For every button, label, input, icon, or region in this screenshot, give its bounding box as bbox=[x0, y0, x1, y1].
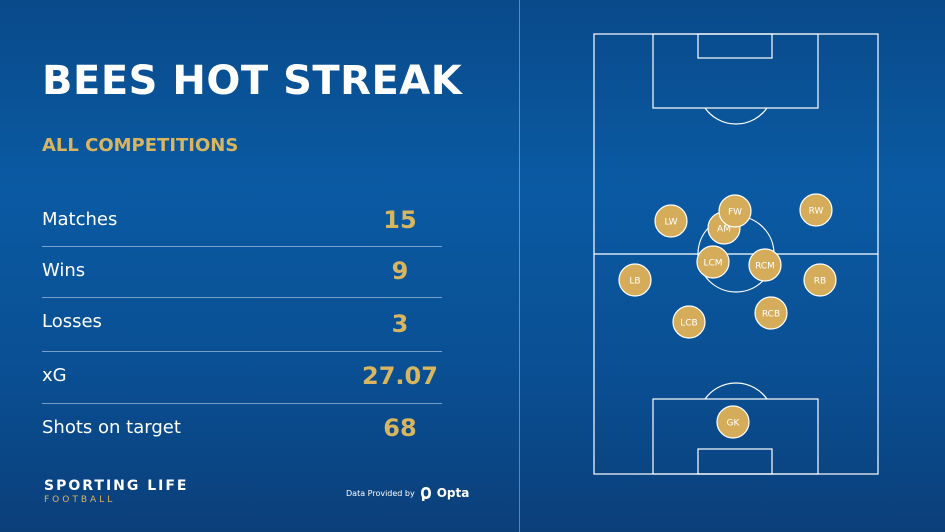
stat-label: Shots on target bbox=[42, 417, 181, 438]
stat-value: 3 bbox=[391, 310, 409, 338]
stat-label: Matches bbox=[42, 209, 118, 230]
page-title: BEES HOT STREAK bbox=[42, 58, 463, 104]
stat-row-matches: Matches 15 bbox=[42, 196, 442, 247]
player-position-label: RCB bbox=[762, 310, 780, 320]
player-marker-gk: GK bbox=[716, 405, 750, 439]
player-position-label: LW bbox=[664, 218, 677, 228]
player-marker-circle bbox=[754, 296, 788, 330]
player-marker-rcb: RCB bbox=[754, 296, 788, 330]
stat-value: 9 bbox=[391, 257, 409, 285]
player-marker-circle bbox=[696, 245, 730, 279]
data-provider: Data Provided by Opta bbox=[346, 485, 469, 501]
player-marker-rw: RW bbox=[799, 193, 833, 227]
stat-row-wins: Wins 9 bbox=[42, 247, 442, 298]
player-position-label: RW bbox=[809, 207, 824, 217]
stat-value: 15 bbox=[383, 206, 417, 234]
player-marker-rb: RB bbox=[803, 263, 837, 297]
player-marker-circle bbox=[748, 248, 782, 282]
player-marker-circle bbox=[716, 405, 750, 439]
player-position-label: FW bbox=[728, 208, 742, 218]
player-position-label: LCB bbox=[680, 319, 697, 329]
page-subtitle: ALL COMPETITIONS bbox=[42, 135, 239, 156]
player-marker-lw: LW bbox=[654, 204, 688, 238]
stat-row-xg: xG 27.07 bbox=[42, 352, 442, 404]
stat-value: 27.07 bbox=[362, 362, 438, 390]
player-marker-circle bbox=[799, 193, 833, 227]
player-marker-fw: FW bbox=[718, 194, 752, 228]
stat-value: 68 bbox=[383, 414, 417, 442]
player-position-label: LB bbox=[629, 277, 640, 287]
player-marker-circle bbox=[803, 263, 837, 297]
player-position-label: LCM bbox=[703, 259, 722, 269]
brand-name: SPORTING LIFE bbox=[44, 478, 189, 494]
player-position-label: RCM bbox=[755, 262, 775, 272]
player-position-label: GK bbox=[727, 419, 741, 429]
player-position-label: AM bbox=[717, 225, 731, 235]
player-marker-lcm: LCM bbox=[696, 245, 730, 279]
provider-name: Opta bbox=[436, 486, 470, 500]
player-marker-rcm: RCM bbox=[748, 248, 782, 282]
stat-row-losses: Losses 3 bbox=[42, 298, 442, 352]
player-marker-lcb: LCB bbox=[672, 305, 706, 339]
brand-subtitle: FOOTBALL bbox=[44, 495, 116, 505]
player-marker-circle bbox=[672, 305, 706, 339]
formation-players: LW RW AM FW LCM RCM LB RB LCB RCB GK bbox=[618, 193, 837, 439]
stat-label: xG bbox=[42, 365, 67, 386]
stat-label: Losses bbox=[42, 311, 102, 332]
stats-table: Matches 15 Wins 9 Losses 3 xG 27.07 Shot… bbox=[42, 196, 442, 455]
player-position-label: RB bbox=[814, 277, 826, 287]
brand-logo: SPORTING LIFE FOOTBALL bbox=[44, 478, 189, 505]
stat-row-shots-on-target: Shots on target 68 bbox=[42, 404, 442, 455]
player-marker-circle bbox=[618, 263, 652, 297]
pitch-lines bbox=[593, 33, 879, 475]
stat-label: Wins bbox=[42, 260, 86, 281]
provider-text: Data Provided by bbox=[346, 488, 415, 498]
player-marker-circle bbox=[654, 204, 688, 238]
player-marker-lb: LB bbox=[618, 263, 652, 297]
player-marker-circle bbox=[718, 194, 752, 228]
opta-logo-icon bbox=[420, 487, 431, 501]
panel-divider bbox=[519, 0, 520, 532]
